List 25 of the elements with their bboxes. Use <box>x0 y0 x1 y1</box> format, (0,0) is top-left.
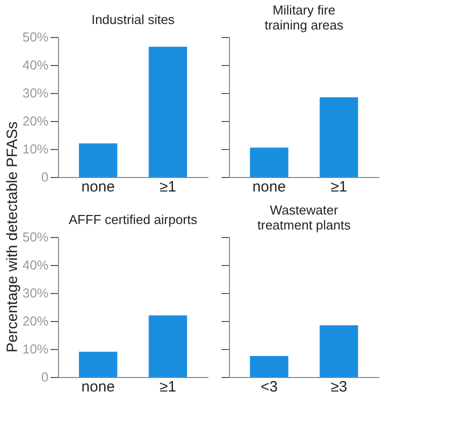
x-tick-label: ≥1 <box>330 178 348 196</box>
x-tick-label: ≥1 <box>160 378 176 396</box>
chart-title: AFFF certified airports <box>68 212 198 227</box>
x-tick-label: <3 <box>260 378 278 396</box>
y-tick-label: 40% <box>22 258 49 272</box>
x-tick-label: none <box>81 178 115 196</box>
y-tick-label: 0 <box>41 170 48 184</box>
y-tick-label: 30% <box>22 286 49 300</box>
y-tick-label: 50% <box>22 230 49 244</box>
y-tick-label: 50% <box>22 30 49 44</box>
y-tick-label: 0 <box>41 370 48 384</box>
x-tick-label: none <box>81 378 115 396</box>
y-tick-label: 10% <box>22 342 49 356</box>
x-tick-label: ≥1 <box>160 178 176 196</box>
y-tick-label: 20% <box>22 314 49 328</box>
chart-title: Industrial sites <box>91 12 176 27</box>
chart-title: Wastewater treatment plants <box>257 202 352 232</box>
y-axis-title: Percentage with detectable PFASs <box>4 122 21 352</box>
x-tick-label: ≥3 <box>330 378 348 396</box>
y-tick-label: 30% <box>22 86 49 100</box>
y-tick-label: 10% <box>22 142 49 156</box>
y-tick-label: 40% <box>22 58 49 72</box>
x-tick-label: none <box>252 178 286 196</box>
chart-title: Military fire training areas <box>264 2 344 32</box>
y-tick-label: 20% <box>22 114 49 128</box>
